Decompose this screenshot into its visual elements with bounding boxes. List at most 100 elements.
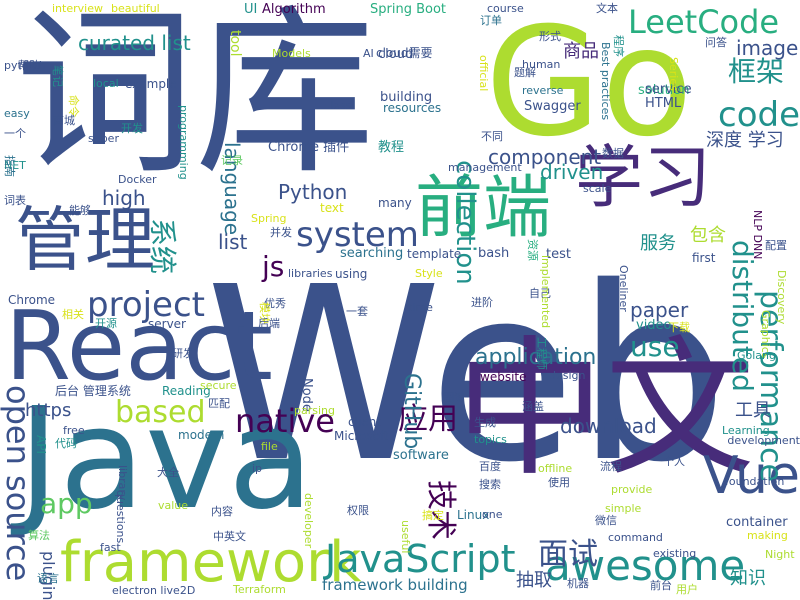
word-ai: AI — [363, 47, 374, 60]
word-优秀: 优秀 — [264, 297, 286, 310]
word-教程: 教程 — [378, 140, 405, 155]
word-涵盖: 涵盖 — [522, 400, 544, 413]
word-知识: 知识 — [730, 568, 766, 589]
word-笔记: 笔记 — [51, 65, 64, 87]
word-list: list — [218, 230, 248, 254]
word-project: project — [87, 285, 206, 325]
word-many: many — [378, 196, 412, 210]
word-oneliner: Oneliner — [617, 265, 630, 312]
word-微信: 微信 — [595, 514, 617, 527]
word-配置: 配置 — [765, 239, 787, 252]
word-抽取: 抽取 — [516, 570, 552, 591]
word-electron-live2d: electron live2D — [112, 584, 196, 597]
word-面试: 面试 — [538, 537, 598, 572]
word-golang: Golang — [737, 349, 777, 362]
word-paper: paper — [630, 298, 689, 322]
word-high: high — [102, 186, 146, 210]
word-easy: easy — [4, 107, 30, 120]
word-building: building — [380, 90, 433, 105]
word-tool: tool — [227, 30, 243, 57]
word-包含: 包含 — [690, 225, 726, 246]
word-算法: 算法 — [28, 529, 50, 542]
word-distributed: distributed — [726, 240, 759, 392]
word-parsing: parsing — [294, 404, 335, 417]
word-前端: 前端 — [415, 169, 552, 248]
word-学习: 学习 — [575, 139, 712, 218]
word-机器: 机器 — [567, 577, 589, 590]
word-learning: Learning — [722, 424, 770, 437]
word-programming: programming — [177, 105, 190, 180]
word-template: template — [407, 247, 462, 261]
word-secure: secure — [200, 379, 237, 392]
word-command: command — [608, 531, 663, 544]
word-provide: provide — [611, 483, 653, 496]
word-后端: 后端 — [258, 317, 280, 330]
word-go: Go — [485, 0, 694, 170]
word-driven: driven — [540, 160, 604, 184]
word-百度: 百度 — [479, 460, 501, 473]
word-night: Night — [765, 548, 795, 561]
word-https: https — [25, 400, 72, 421]
word-react: React — [5, 292, 273, 402]
word-existing: existing — [653, 547, 697, 560]
word-下载: 下载 — [668, 321, 690, 334]
word-discovery: Discovery — [775, 270, 788, 325]
word-system: system — [296, 215, 419, 255]
word-数据: 数据 — [602, 147, 624, 160]
word-using: using — [335, 267, 368, 281]
word-super: super — [88, 132, 119, 145]
word-词库: 词库 — [15, 0, 376, 199]
word-terraform: Terraform — [233, 583, 286, 596]
word-value: value — [158, 499, 189, 512]
word-course: course — [487, 2, 524, 15]
word-cloud: cloud — [378, 47, 414, 62]
word-商城: 商城 — [53, 114, 75, 127]
word-语言: 语言 — [37, 572, 59, 585]
word-中文: 中文 — [455, 323, 756, 497]
word-匹配: 匹配 — [208, 397, 230, 410]
word-订单: 订单 — [480, 14, 502, 27]
word-github: GitHub — [399, 373, 424, 450]
word-记录: 记录 — [221, 154, 243, 167]
word-website: website — [480, 370, 527, 384]
word-相关: 相关 — [62, 308, 84, 321]
word-library: library — [116, 465, 129, 501]
word-图谱: 图谱 — [443, 391, 465, 404]
word-awesome: awesome — [545, 541, 746, 590]
word-framework: framework — [60, 530, 362, 595]
word-offline: offline — [538, 462, 573, 475]
word-solution: solution — [638, 83, 690, 98]
word-服务: 服务 — [640, 233, 676, 254]
word-native: native — [235, 402, 335, 440]
word-ui: UI — [244, 2, 258, 17]
word-工程师: 工程师 — [535, 337, 548, 370]
word-中英文: 中英文 — [213, 530, 246, 543]
word-time: time — [408, 301, 433, 314]
word-工具: 工具 — [735, 400, 771, 421]
word-js: js — [262, 250, 285, 283]
word-client: client — [348, 415, 381, 429]
word-implemented: implemented — [539, 255, 552, 329]
word-bash: bash — [478, 246, 510, 261]
word-问答: 问答 — [705, 36, 727, 49]
word-based: based — [115, 395, 206, 430]
word-topics: topics — [474, 433, 507, 446]
word-javascript: JavaScript — [325, 537, 516, 581]
word-series: Series — [667, 57, 680, 91]
word-interview: interview — [52, 2, 103, 15]
word-making: making — [747, 529, 788, 542]
word-chrome: Chrome — [8, 293, 56, 307]
word-搞定: 搞定 — [422, 509, 444, 522]
word-spring: Spring — [251, 212, 287, 225]
word-内容: 内容 — [211, 505, 233, 518]
word-reverse: reverse — [522, 84, 564, 97]
word-curated-list: curated list — [78, 31, 191, 55]
word-能够: 能够 — [69, 204, 91, 217]
word-image: image — [736, 36, 799, 60]
word-用户: 用户 — [676, 583, 698, 596]
word-开发: 开发 — [121, 122, 143, 135]
word-并发: 并发 — [270, 226, 292, 239]
word-useful: useful — [399, 520, 412, 554]
word-fast: fast — [100, 541, 121, 554]
word-指南: 指南 — [3, 155, 16, 177]
